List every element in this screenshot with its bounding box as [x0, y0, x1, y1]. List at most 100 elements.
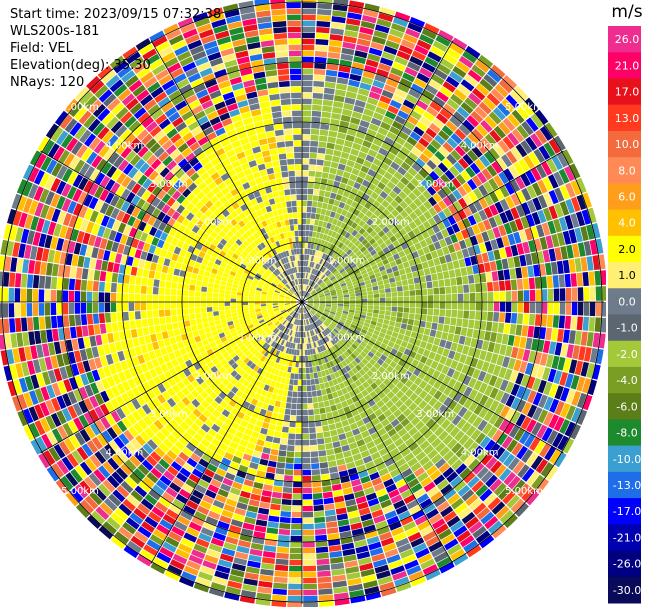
- velocity-bin: [443, 386, 453, 396]
- velocity-bin: [218, 462, 229, 472]
- velocity-bin: [341, 360, 348, 367]
- velocity-bin: [358, 170, 367, 179]
- velocity-bin: [306, 212, 311, 219]
- velocity-bin: [319, 233, 324, 240]
- velocity-bin: [419, 355, 428, 364]
- velocity-bin: [251, 431, 260, 439]
- velocity-bin: [432, 96, 446, 108]
- velocity-bin: [483, 410, 494, 422]
- velocity-bin: [354, 99, 366, 108]
- velocity-bin: [136, 554, 152, 567]
- velocity-bin: [342, 487, 354, 495]
- velocity-bin: [409, 383, 419, 392]
- velocity-bin: [422, 349, 431, 358]
- velocity-bin: [507, 257, 515, 269]
- velocity-bin: [307, 200, 313, 207]
- velocity-bin: [383, 437, 394, 447]
- velocity-bin: [522, 241, 531, 254]
- velocity-bin: [77, 255, 85, 268]
- velocity-bin: [510, 312, 518, 324]
- velocity-bin: [98, 483, 112, 497]
- velocity-bin: [167, 266, 175, 275]
- velocity-bin: [334, 384, 341, 391]
- velocity-bin: [390, 287, 397, 293]
- velocity-bin: [122, 311, 129, 321]
- velocity-bin: [316, 558, 330, 565]
- velocity-bin: [369, 547, 384, 557]
- velocity-bin: [404, 206, 414, 215]
- velocity-bin: [563, 166, 576, 182]
- velocity-bin: [423, 210, 432, 220]
- velocity-bin: [320, 316, 326, 321]
- velocity-bin: [443, 396, 453, 407]
- velocity-bin: [262, 334, 269, 340]
- velocity-bin: [389, 447, 400, 457]
- velocity-bin: [308, 230, 313, 237]
- velocity-bin: [570, 196, 581, 212]
- velocity-bin: [420, 282, 427, 289]
- velocity-bin: [360, 288, 367, 293]
- velocity-bin: [357, 501, 369, 510]
- velocity-bin: [118, 526, 133, 540]
- velocity-bin: [262, 484, 273, 492]
- velocity-bin: [438, 430, 449, 441]
- velocity-bin: [232, 513, 245, 522]
- velocity-bin: [314, 378, 320, 385]
- velocity-bin: [328, 340, 334, 347]
- velocity-bin: [295, 306, 299, 312]
- velocity-bin: [303, 547, 316, 554]
- velocity-bin: [384, 263, 391, 270]
- velocity-bin: [526, 214, 536, 227]
- velocity-bin: [498, 280, 506, 291]
- velocity-bin: [432, 370, 441, 380]
- velocity-bin: [138, 336, 146, 346]
- velocity-bin: [311, 116, 321, 123]
- velocity-bin: [305, 279, 308, 285]
- velocity-bin: [201, 286, 208, 292]
- velocity-bin: [326, 249, 332, 256]
- velocity-bin: [345, 280, 352, 285]
- velocity-bin: [332, 245, 338, 252]
- velocity-bin: [242, 583, 257, 592]
- velocity-bin: [551, 355, 560, 370]
- velocity-bin: [176, 295, 183, 302]
- velocity-bin: [525, 136, 538, 151]
- velocity-bin: [391, 292, 398, 297]
- velocity-bin: [297, 385, 302, 392]
- velocity-bin: [212, 302, 219, 307]
- velocity-bin: [373, 293, 380, 298]
- velocity-bin: [566, 244, 574, 259]
- velocity-bin: [457, 197, 468, 209]
- velocity-bin: [559, 419, 571, 435]
- velocity-bin: [304, 313, 307, 320]
- velocity-bin: [332, 107, 343, 115]
- velocity-bin: [134, 485, 148, 498]
- velocity-bin: [523, 155, 535, 170]
- velocity-bin: [303, 260, 307, 267]
- velocity-bin: [325, 515, 337, 523]
- velocity-bin: [487, 520, 503, 534]
- velocity-bin: [516, 483, 531, 498]
- velocity-bin: [259, 382, 266, 390]
- velocity-bin: [324, 262, 330, 268]
- velocity-bin: [274, 320, 280, 326]
- velocity-bin: [353, 195, 362, 204]
- velocity-bin: [429, 170, 440, 181]
- velocity-bin: [348, 260, 355, 267]
- velocity-bin: [499, 379, 509, 392]
- velocity-bin: [453, 380, 462, 392]
- velocity-bin: [479, 350, 487, 361]
- velocity-bin: [319, 282, 325, 287]
- velocity-bin: [333, 343, 340, 350]
- velocity-bin: [101, 333, 109, 345]
- velocity-bin: [589, 239, 598, 255]
- velocity-bin: [515, 324, 523, 336]
- velocity-bin: [558, 168, 570, 184]
- velocity-bin: [302, 343, 305, 350]
- velocity-bin: [291, 523, 302, 530]
- velocity-bin: [291, 511, 302, 518]
- velocity-bin: [339, 157, 348, 165]
- velocity-bin: [383, 84, 397, 94]
- velocity-bin: [551, 233, 560, 248]
- velocity-bin: [304, 254, 307, 261]
